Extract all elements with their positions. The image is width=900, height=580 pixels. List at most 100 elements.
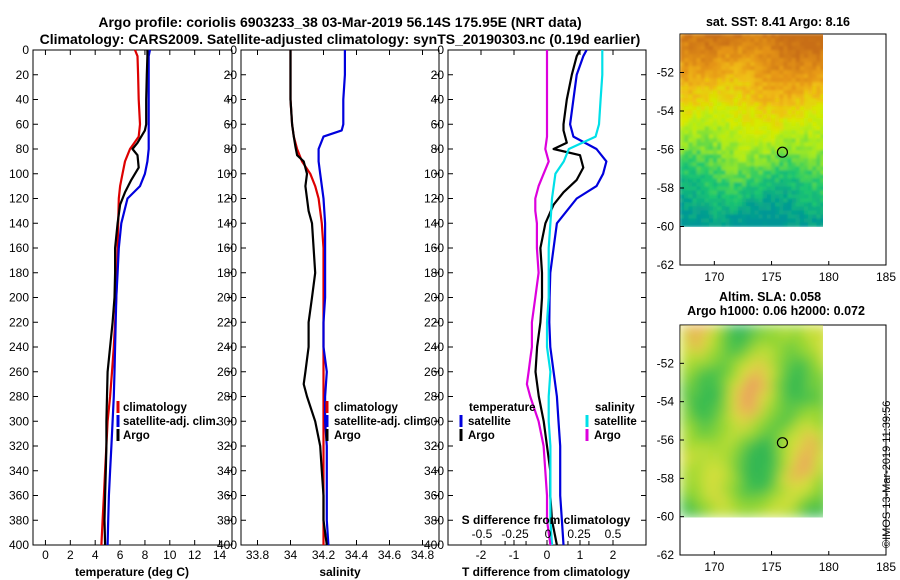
sst-pixel — [729, 158, 735, 163]
y-tick-label: 380 — [217, 513, 237, 527]
sst-pixel — [696, 106, 702, 111]
sst-pixel — [700, 70, 706, 75]
sla-pixel — [713, 333, 722, 342]
sst-pixel — [721, 38, 726, 43]
sst-pixel — [688, 186, 693, 191]
sst-pixel — [700, 170, 706, 175]
sst-pixel — [737, 166, 743, 171]
sst-pixel — [787, 174, 793, 179]
sla-pixel — [746, 500, 755, 510]
sst-pixel — [762, 74, 768, 79]
sst-pixel — [808, 62, 813, 67]
sst-pixel — [787, 70, 793, 75]
sst-pixel — [816, 158, 822, 163]
sst-pixel — [758, 222, 764, 227]
sst-pixel — [791, 138, 797, 143]
sst-pixel — [766, 158, 772, 163]
sst-pixel — [758, 162, 764, 167]
sst-pixel — [737, 194, 743, 199]
sla-pixel — [812, 444, 822, 454]
sst-pixel — [737, 50, 743, 55]
sla-pixel — [754, 380, 764, 390]
sst-pixel — [688, 154, 693, 159]
legend-label-satellite: satellite-adj. clim. — [123, 416, 219, 428]
sst-pixel — [717, 82, 722, 87]
difference-panel: 0204060801001201401601802002202402602803… — [424, 43, 647, 579]
sst-pixel — [721, 130, 726, 135]
sst-pixel — [754, 206, 760, 211]
sst-pixel — [758, 218, 764, 224]
sst-pixel — [692, 218, 698, 224]
sst-pixel — [708, 154, 714, 159]
sst-pixel — [700, 194, 706, 199]
sst-pixel — [684, 182, 689, 187]
sst-pixel — [804, 50, 809, 55]
sst-pixel — [750, 166, 755, 171]
sst-pixel — [812, 114, 817, 119]
sst-pixel — [742, 174, 747, 179]
sla-pixel — [688, 341, 698, 350]
sst-pixel — [775, 166, 780, 171]
sst-pixel — [791, 166, 797, 171]
sst-pixel — [688, 46, 693, 51]
sst-pixel — [816, 70, 822, 75]
sst-pixel — [725, 78, 731, 83]
sst-pixel — [717, 134, 722, 139]
sst-pixel — [729, 150, 735, 155]
sst-pixel — [799, 70, 805, 75]
sst-pixel — [696, 118, 702, 123]
sla-pixel — [729, 364, 739, 374]
sst-pixel — [770, 94, 776, 99]
sst-pixel — [766, 94, 772, 99]
sst-pixel — [692, 154, 698, 159]
sst-pixel — [729, 218, 735, 224]
sst-pixel — [770, 46, 776, 51]
sst-pixel — [708, 190, 714, 195]
sla-pixel — [804, 420, 813, 430]
sst-pixel — [775, 114, 780, 119]
y-tick-label: 100 — [217, 167, 237, 181]
series-line-t-satellite — [548, 49, 608, 546]
sst-pixel — [775, 110, 780, 115]
sst-pixel — [779, 142, 784, 147]
sst-pixel — [775, 174, 780, 179]
sst-pixel — [766, 134, 772, 139]
sla-pixel — [746, 468, 755, 478]
sla-pixel — [787, 468, 797, 478]
sst-pixel — [754, 202, 760, 207]
sst-pixel — [692, 110, 698, 115]
sla-pixel — [737, 325, 747, 334]
sst-pixel — [733, 198, 739, 203]
sst-pixel — [692, 38, 698, 43]
sst-pixel — [733, 138, 739, 143]
sst-pixel — [766, 214, 772, 220]
sst-pixel — [708, 178, 714, 183]
sst-pixel — [812, 222, 817, 227]
sst-pixel — [775, 154, 780, 159]
sst-pixel — [799, 210, 805, 216]
sst-pixel — [816, 42, 822, 47]
sst-pixel — [787, 110, 793, 115]
sst-pixel — [704, 210, 710, 216]
sst-pixel — [775, 54, 780, 59]
sst-pixel — [725, 222, 731, 227]
sst-pixel — [713, 150, 718, 155]
sst-pixel — [791, 182, 797, 187]
sst-pixel — [787, 170, 793, 175]
sst-pixel — [804, 46, 809, 51]
sst-pixel — [791, 94, 797, 99]
sst-pixel — [696, 54, 702, 59]
sst-pixel — [754, 198, 760, 203]
sst-pixel — [680, 222, 685, 227]
sst-pixel — [717, 74, 722, 79]
sst-pixel — [762, 134, 768, 139]
sst-pixel — [717, 174, 722, 179]
y-tick-label: 200 — [424, 291, 444, 305]
sst-pixel — [750, 106, 755, 111]
sst-pixel — [762, 210, 768, 216]
sla-pixel — [713, 436, 722, 446]
sst-pixel — [770, 150, 776, 155]
sst-pixel — [750, 118, 755, 123]
sla-pixel — [729, 349, 739, 358]
sst-pixel — [717, 170, 722, 175]
